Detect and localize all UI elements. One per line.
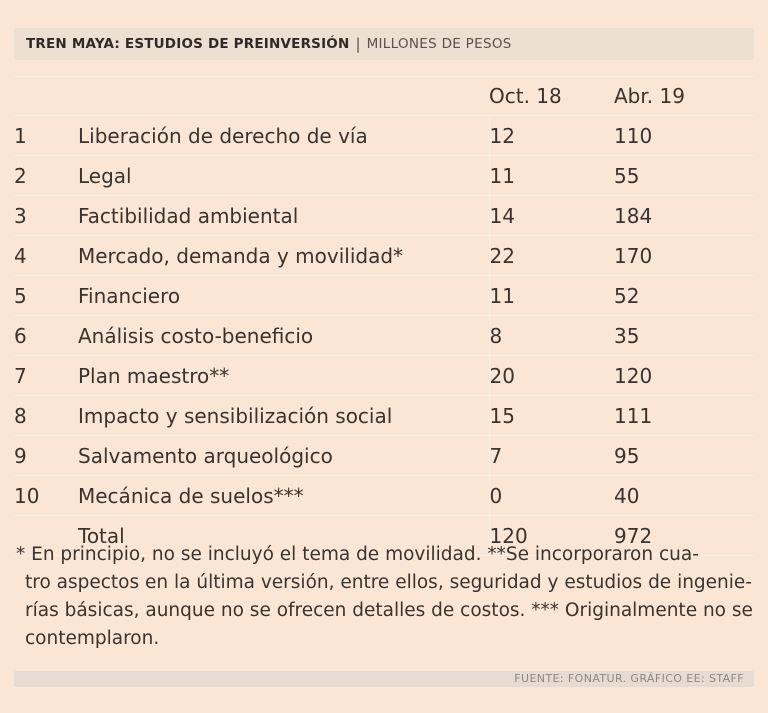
table-body: 1 Liberación de derecho de vía 12 110 2 Legal…: [14, 115, 754, 516]
row-oct-value: 8: [489, 315, 614, 356]
row-number: 6: [14, 315, 78, 356]
row-number: 1: [14, 115, 78, 156]
row-abr-value: 40: [614, 475, 754, 516]
row-number: 8: [14, 395, 78, 436]
table-row: 10 Mecánica de suelos*** 0 40: [14, 475, 754, 516]
row-study-name: Financiero: [78, 275, 490, 316]
row-study-name: Factibilidad ambiental: [78, 195, 490, 236]
row-oct-value: 0: [489, 475, 614, 516]
header-abr: Abr. 19: [614, 76, 754, 116]
row-number: 9: [14, 435, 78, 476]
row-study-name: Mercado, demanda y movilidad*: [78, 235, 490, 276]
table-row: 8 Impacto y sensibilización social 15 111: [14, 395, 754, 436]
row-study-name: Salvamento arqueológico: [78, 435, 490, 476]
table-row: 3 Factibilidad ambiental 14 184: [14, 195, 754, 236]
footnote-line: tro aspectos en la última versión, entre…: [25, 572, 752, 593]
footnote-line: contemplaron.: [25, 628, 160, 649]
row-oct-value: 12: [489, 115, 614, 156]
table-row: 1 Liberación de derecho de vía 12 110: [14, 115, 754, 156]
row-oct-value: 7: [489, 435, 614, 476]
table-total-row: Total 120 972: [14, 515, 754, 556]
row-abr-value: 35: [614, 315, 754, 356]
chart-subtitle: MILLONES DE PESOS: [366, 36, 512, 52]
row-abr-value: 111: [614, 395, 754, 436]
table-row: 6 Análisis costo-beneficio 8 35: [14, 315, 754, 356]
row-study-name: Impacto y sensibilización social: [78, 395, 490, 436]
footnote-line: * En principio, no se incluyó el tema de…: [16, 544, 699, 565]
table-row: 2 Legal 11 55: [14, 155, 754, 196]
chart-title: TREN MAYA: ESTUDIOS DE PREINVERSIÓN: [26, 36, 350, 52]
total-blank: [14, 515, 78, 556]
source-bar: FUENTE: FONATUR. GRÁFICO EE: STAFF: [14, 671, 754, 687]
row-number: 4: [14, 235, 78, 276]
total-abr: 972: [614, 515, 754, 556]
row-oct-value: 22: [489, 235, 614, 276]
row-study-name: Análisis costo-beneficio: [78, 315, 490, 356]
total-oct: 120: [489, 515, 614, 556]
row-study-name: Plan maestro**: [78, 355, 490, 396]
row-number: 5: [14, 275, 78, 316]
table-row: 4 Mercado, demanda y movilidad* 22 170: [14, 235, 754, 276]
row-abr-value: 110: [614, 115, 754, 156]
table-row: 5 Financiero 11 52: [14, 275, 754, 316]
row-number: 7: [14, 355, 78, 396]
header-oct: Oct. 18: [489, 76, 614, 116]
row-study-name: Legal: [78, 155, 490, 196]
row-study-name: Mecánica de suelos***: [78, 475, 490, 516]
row-abr-value: 184: [614, 195, 754, 236]
row-number: 2: [14, 155, 78, 196]
source-credit: FUENTE: FONATUR. GRÁFICO EE: STAFF: [514, 672, 744, 685]
row-abr-value: 52: [614, 275, 754, 316]
table-row: 9 Salvamento arqueológico 7 95: [14, 435, 754, 476]
table-header-row: Oct. 18 Abr. 19: [14, 76, 754, 116]
row-oct-value: 20: [489, 355, 614, 396]
total-label: Total: [78, 515, 490, 556]
footnote-line: rías básicas, aunque no se ofrecen detal…: [25, 600, 753, 621]
row-abr-value: 120: [614, 355, 754, 396]
footnote: * En principio, no se incluyó el tema de…: [16, 541, 753, 653]
row-study-name: Liberación de derecho de vía: [78, 115, 490, 156]
studies-table: Oct. 18 Abr. 19 1 Liberación de derecho d…: [14, 76, 754, 556]
row-number: 3: [14, 195, 78, 236]
header-blank-num: [14, 76, 78, 116]
row-oct-value: 11: [489, 155, 614, 196]
table-row: 7 Plan maestro** 20 120: [14, 355, 754, 396]
title-separator: |: [355, 35, 361, 53]
row-oct-value: 14: [489, 195, 614, 236]
row-oct-value: 11: [489, 275, 614, 316]
title-bar: TREN MAYA: ESTUDIOS DE PREINVERSIÓN | MI…: [14, 28, 754, 60]
header-blank-study: [78, 76, 489, 116]
row-number: 10: [14, 475, 78, 516]
row-abr-value: 55: [614, 155, 754, 196]
row-abr-value: 95: [614, 435, 754, 476]
row-oct-value: 15: [489, 395, 614, 436]
row-abr-value: 170: [614, 235, 754, 276]
